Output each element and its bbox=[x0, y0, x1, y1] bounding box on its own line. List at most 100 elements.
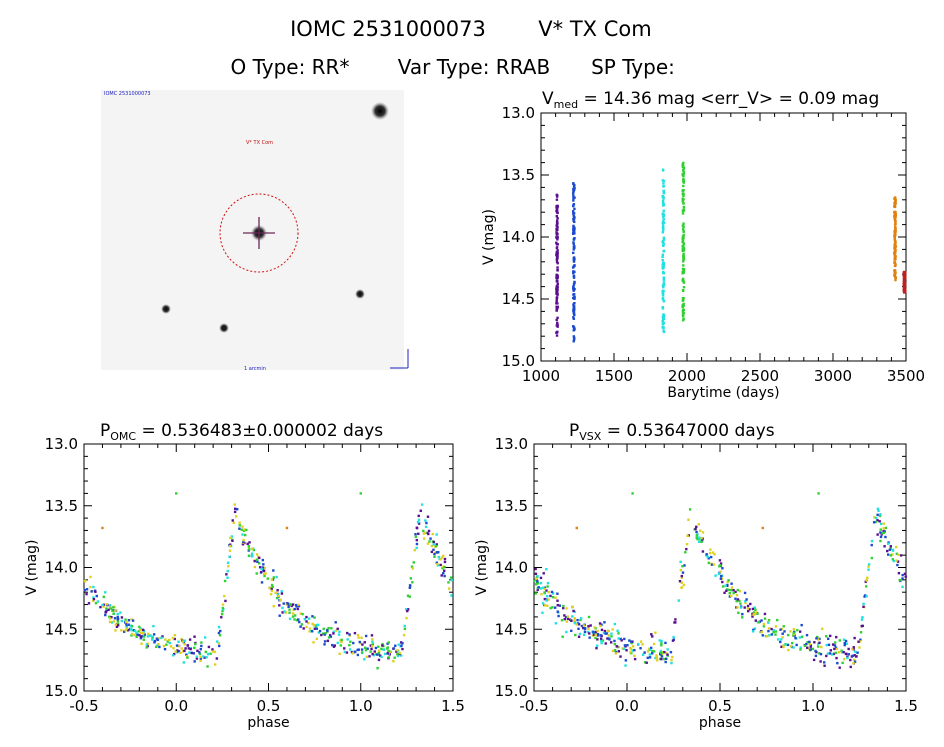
data-point bbox=[120, 616, 124, 619]
data-point bbox=[903, 277, 907, 280]
data-point bbox=[358, 640, 361, 644]
data-point bbox=[370, 634, 374, 637]
data-point bbox=[700, 536, 703, 540]
data-point bbox=[606, 637, 609, 640]
data-point bbox=[661, 293, 665, 296]
data-point bbox=[681, 319, 685, 322]
data-point bbox=[878, 514, 882, 518]
data-point bbox=[651, 635, 654, 638]
data-point bbox=[881, 532, 884, 535]
data-point bbox=[168, 641, 172, 645]
data-point bbox=[603, 629, 607, 633]
data-point bbox=[682, 286, 686, 289]
data-point bbox=[555, 318, 558, 322]
data-point bbox=[662, 249, 666, 253]
data-point bbox=[386, 652, 389, 655]
data-point bbox=[323, 640, 327, 643]
data-point bbox=[662, 263, 666, 267]
data-point bbox=[175, 650, 179, 653]
data-point bbox=[145, 643, 149, 646]
data-point bbox=[708, 551, 712, 555]
data-point bbox=[599, 637, 603, 640]
data-point bbox=[572, 283, 576, 286]
data-point bbox=[283, 610, 286, 613]
data-point bbox=[173, 633, 177, 637]
x-axis-label: phase bbox=[699, 715, 741, 731]
data-point bbox=[894, 278, 897, 282]
data-point bbox=[104, 611, 107, 614]
data-point bbox=[308, 627, 312, 630]
data-point bbox=[443, 574, 446, 578]
data-point bbox=[565, 620, 569, 623]
data-point bbox=[662, 203, 666, 207]
x-tick-label: 1000 bbox=[522, 367, 560, 385]
data-point bbox=[556, 325, 559, 328]
data-point bbox=[186, 656, 189, 659]
data-point bbox=[800, 635, 804, 638]
data-point bbox=[774, 633, 777, 636]
data-point bbox=[217, 642, 221, 645]
data-point bbox=[405, 608, 408, 611]
data-point bbox=[228, 549, 232, 552]
data-point bbox=[572, 212, 576, 215]
data-point bbox=[682, 225, 685, 228]
data-point bbox=[662, 300, 666, 303]
data-point bbox=[893, 237, 896, 241]
data-point bbox=[782, 645, 785, 649]
data-point bbox=[884, 535, 887, 539]
data-point bbox=[798, 630, 802, 633]
data-point bbox=[654, 656, 657, 660]
data-point bbox=[682, 242, 685, 245]
data-point bbox=[185, 655, 189, 658]
data-point bbox=[669, 650, 673, 654]
data-point bbox=[730, 582, 733, 585]
data-point bbox=[656, 659, 659, 662]
data-point bbox=[371, 638, 374, 641]
data-point bbox=[835, 647, 839, 651]
data-point bbox=[630, 641, 633, 645]
data-point bbox=[628, 639, 631, 642]
data-point bbox=[116, 612, 119, 616]
data-point bbox=[572, 230, 576, 234]
data-point bbox=[555, 254, 559, 257]
data-point bbox=[263, 574, 266, 578]
data-point bbox=[818, 637, 821, 641]
data-point bbox=[551, 606, 554, 609]
data-point bbox=[229, 536, 232, 540]
x-tick-label: 1.0 bbox=[349, 697, 373, 715]
data-point bbox=[574, 633, 577, 637]
data-point bbox=[670, 658, 673, 662]
data-point bbox=[633, 657, 637, 661]
data-point bbox=[447, 587, 451, 590]
data-point bbox=[732, 588, 735, 592]
star-top-right bbox=[371, 102, 389, 120]
data-point bbox=[803, 644, 807, 648]
data-point bbox=[661, 220, 665, 223]
data-point bbox=[439, 563, 442, 567]
data-point bbox=[238, 524, 241, 527]
data-point bbox=[349, 640, 352, 643]
data-point bbox=[324, 631, 327, 635]
data-point bbox=[662, 315, 665, 319]
data-point bbox=[102, 603, 106, 607]
data-point bbox=[681, 249, 685, 253]
data-point bbox=[600, 623, 603, 626]
data-point bbox=[857, 640, 860, 643]
y-axis-label: V (mag) bbox=[24, 539, 40, 595]
data-point bbox=[894, 263, 897, 266]
data-point bbox=[877, 509, 880, 512]
data-point bbox=[893, 243, 896, 246]
data-point bbox=[386, 646, 389, 649]
data-point bbox=[595, 646, 598, 650]
data-point bbox=[616, 629, 619, 632]
data-point bbox=[92, 599, 95, 603]
data-point bbox=[248, 548, 251, 551]
data-point bbox=[782, 644, 785, 647]
data-point bbox=[556, 261, 559, 265]
data-point bbox=[844, 639, 848, 643]
data-point bbox=[238, 527, 241, 530]
data-point bbox=[200, 641, 203, 644]
data-point bbox=[405, 616, 408, 620]
data-point bbox=[260, 581, 264, 584]
data-point bbox=[724, 584, 727, 587]
